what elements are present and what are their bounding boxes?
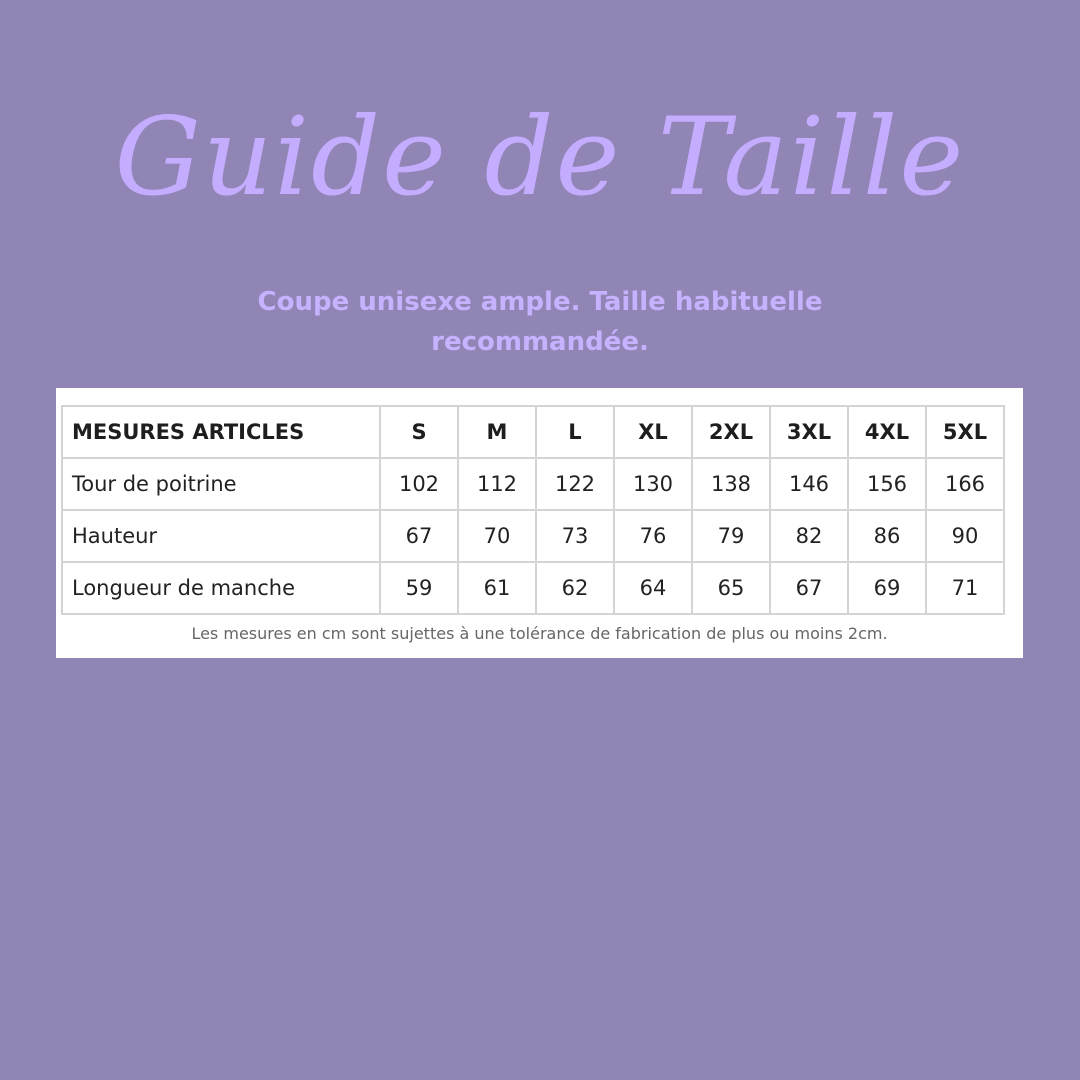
- measurement-cell: 122: [535, 457, 615, 511]
- measurement-cell: 156: [847, 457, 927, 511]
- measurement-cell: 69: [847, 561, 927, 615]
- subtitle: Coupe unisexe ample. Taille habituelle r…: [257, 287, 823, 357]
- measurement-cell: 82: [769, 509, 849, 563]
- measurement-cell: 59: [379, 561, 459, 615]
- measurement-cell: 76: [613, 509, 693, 563]
- measurement-cell: 67: [769, 561, 849, 615]
- size-header: 2XL: [691, 405, 771, 459]
- row-label: Hauteur: [61, 509, 381, 563]
- size-header: L: [535, 405, 615, 459]
- measurement-cell: 112: [457, 457, 537, 511]
- size-header: M: [457, 405, 537, 459]
- tolerance-note: Les mesures en cm sont sujettes à une to…: [191, 624, 888, 643]
- measurement-cell: 65: [691, 561, 771, 615]
- measurement-cell: 73: [535, 509, 615, 563]
- measurement-cell: 67: [379, 509, 459, 563]
- measurement-cell: 79: [691, 509, 771, 563]
- row-label: Longueur de manche: [61, 561, 381, 615]
- page-title: Guide de Taille: [114, 95, 966, 220]
- size-header: 3XL: [769, 405, 849, 459]
- measurement-cell: 166: [925, 457, 1005, 511]
- measurement-cell: 70: [457, 509, 537, 563]
- measurement-cell: 102: [379, 457, 459, 511]
- size-header: 4XL: [847, 405, 927, 459]
- table-row: Hauteur 67 70 73 76 79 82 86 90: [61, 509, 1005, 563]
- measurement-cell: 130: [613, 457, 693, 511]
- table-row: Longueur de manche 59 61 62 64 65 67 69 71: [61, 561, 1005, 615]
- measurement-cell: 86: [847, 509, 927, 563]
- measurement-cell: 146: [769, 457, 849, 511]
- size-table: MESURES ARTICLES S M L XL 2XL 3XL 4XL 5X…: [61, 405, 1005, 615]
- row-label: Tour de poitrine: [61, 457, 381, 511]
- table-header-row: MESURES ARTICLES S M L XL 2XL 3XL 4XL 5X…: [61, 405, 1005, 459]
- measurement-cell: 64: [613, 561, 693, 615]
- size-header: XL: [613, 405, 693, 459]
- header-label: MESURES ARTICLES: [61, 405, 381, 459]
- measurement-cell: 138: [691, 457, 771, 511]
- size-header: 5XL: [925, 405, 1005, 459]
- size-header: S: [379, 405, 459, 459]
- table-row: Tour de poitrine 102 112 122 130 138 146 156 166: [61, 457, 1005, 511]
- measurement-cell: 61: [457, 561, 537, 615]
- measurement-cell: 90: [925, 509, 1005, 563]
- measurement-cell: 71: [925, 561, 1005, 615]
- measurement-cell: 62: [535, 561, 615, 615]
- size-chart-card: MESURES ARTICLES S M L XL 2XL 3XL 4XL 5X…: [56, 388, 1023, 658]
